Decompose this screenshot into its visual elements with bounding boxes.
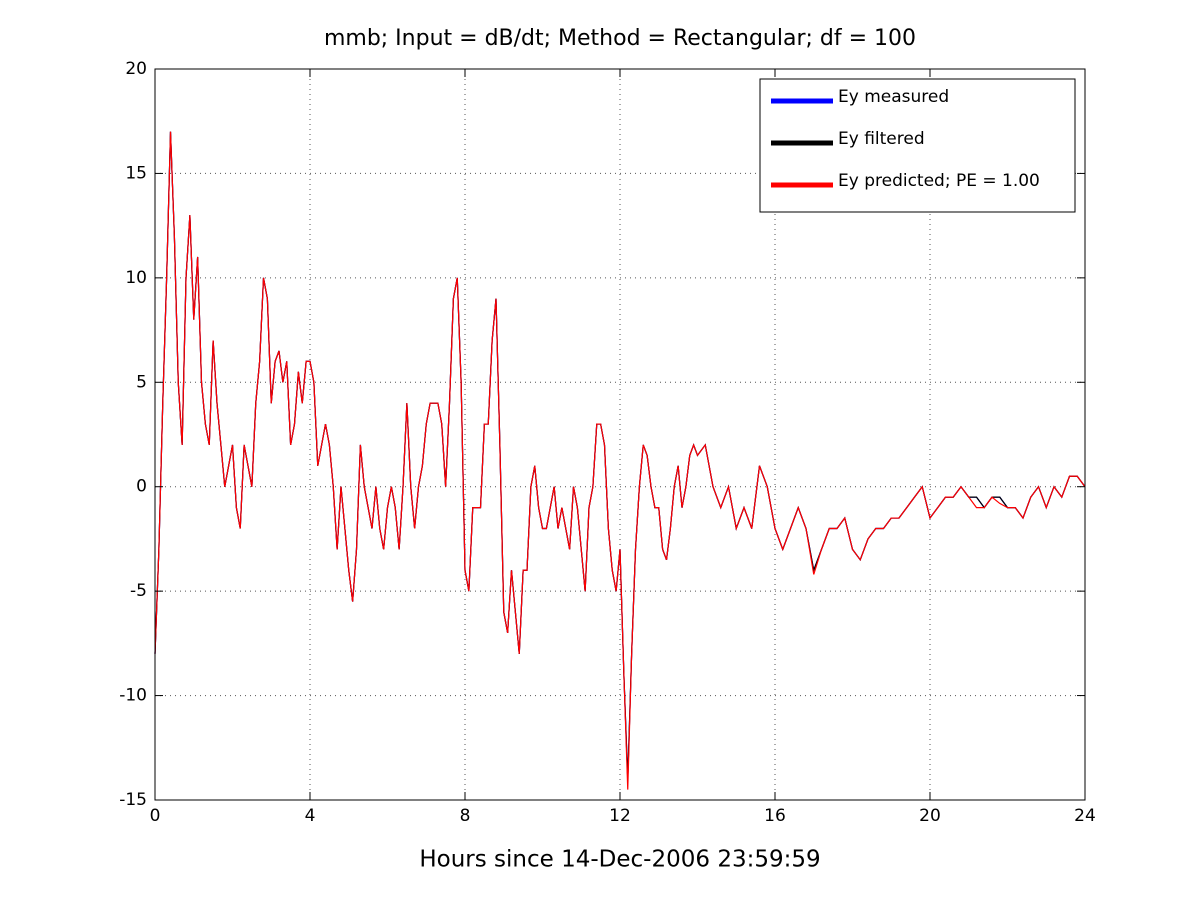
chart-title: mmb; Input = dB/dt; Method = Rectangular… bbox=[324, 26, 916, 51]
x-axis-label: Hours since 14-Dec-2006 23:59:59 bbox=[419, 847, 820, 873]
x-tick-label: 24 bbox=[1074, 806, 1096, 826]
y-tick-label: 15 bbox=[125, 163, 147, 183]
x-tick-label: 8 bbox=[460, 806, 471, 826]
legend-label: Ey filtered bbox=[838, 129, 925, 149]
x-tick-label: 4 bbox=[305, 806, 316, 826]
x-tick-label: 0 bbox=[150, 806, 161, 826]
x-tick-label: 12 bbox=[609, 806, 631, 826]
ticks: 0 4 8 12 16 20 24 -15 -10 -5 0 5 10 15 20 bbox=[119, 59, 1096, 826]
y-tick-label: 5 bbox=[136, 372, 147, 392]
x-tick-label: 16 bbox=[764, 806, 786, 826]
y-tick-label: -5 bbox=[130, 581, 147, 601]
y-tick-label: 0 bbox=[136, 477, 147, 497]
lines bbox=[154, 131, 1086, 790]
legend-label: Ey predicted; PE = 1.00 bbox=[838, 171, 1040, 191]
y-tick-label: -15 bbox=[119, 790, 147, 810]
y-tick-label: 20 bbox=[125, 59, 147, 79]
legend: Ey measured Ey filtered Ey predicted; PE =… bbox=[759, 78, 1076, 213]
legend-label: Ey measured bbox=[838, 87, 949, 107]
x-tick-label: 20 bbox=[919, 806, 941, 826]
y-tick-label: 10 bbox=[125, 268, 147, 288]
series-line bbox=[154, 131, 1086, 790]
y-tick-label: -10 bbox=[119, 686, 147, 706]
